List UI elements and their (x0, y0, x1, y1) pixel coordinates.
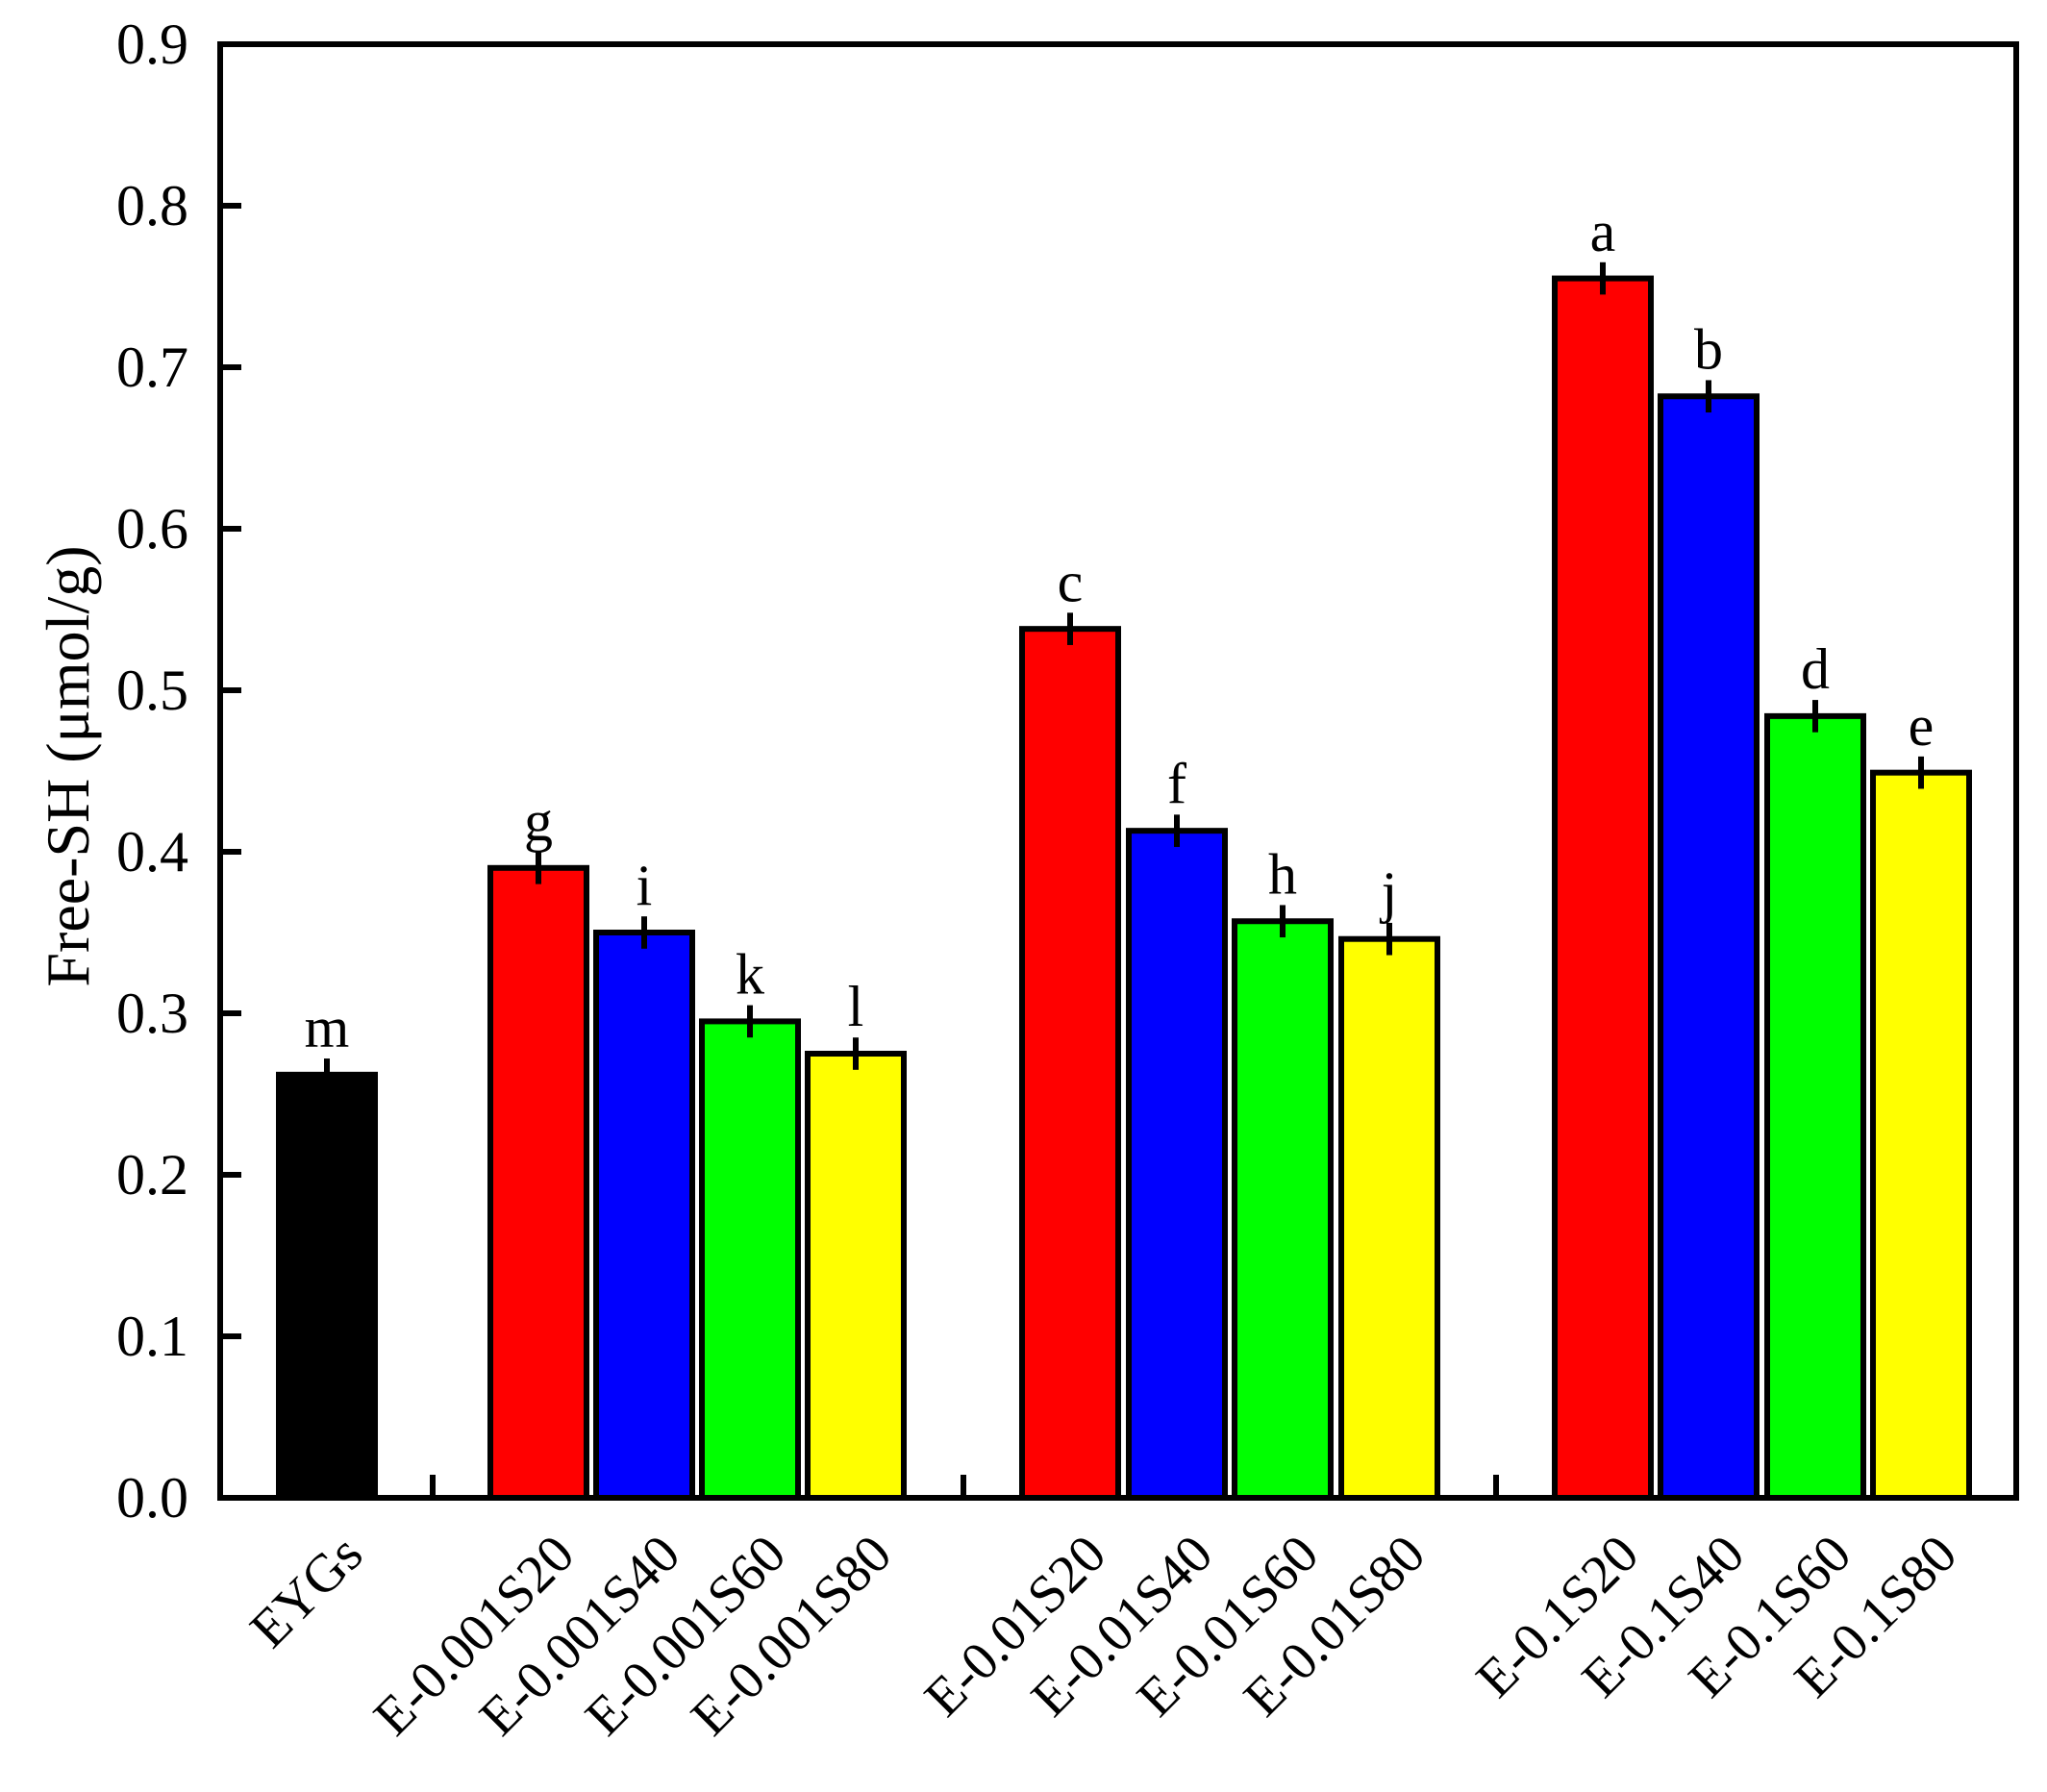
plot-frame (217, 41, 2019, 1501)
bar-E-0.001S40 (593, 930, 695, 1501)
significance-letter-E-0.001S40: i (637, 854, 653, 917)
significance-letter-E-0.01S80: j (1380, 860, 1398, 924)
significance-letter-E-0.1S40: b (1694, 317, 1723, 381)
bar-E-0.1S80 (1870, 769, 1972, 1501)
bar-E-0.1S40 (1658, 393, 1760, 1501)
bar-E-0.01S20 (1019, 626, 1121, 1501)
y-tick-label-0.9: 0.9 (116, 12, 188, 76)
y-tick-label-0.3: 0.3 (116, 982, 188, 1045)
significance-letter-E-0.01S60: h (1268, 842, 1297, 906)
significance-letter-E-0.01S20: c (1058, 550, 1084, 613)
significance-letter-E-0.001S80: l (848, 975, 864, 1038)
y-axis-label: Free-SH (μmol/g) (34, 545, 102, 986)
bar-E-0.01S80 (1338, 935, 1440, 1501)
y-tick-label-0.0: 0.0 (116, 1466, 188, 1530)
y-tick-label-0.1: 0.1 (116, 1305, 188, 1368)
bar-E-0.01S60 (1232, 918, 1334, 1501)
bar-E-0.001S80 (805, 1051, 907, 1501)
bar-E-0.001S20 (487, 864, 589, 1501)
bar-EYGs (276, 1071, 378, 1501)
significance-letter-E-0.1S20: a (1590, 200, 1616, 263)
bar-E-0.1S60 (1764, 712, 1866, 1501)
y-tick-label-0.5: 0.5 (116, 659, 188, 722)
y-tick-label-0.7: 0.7 (116, 336, 188, 399)
bar-E-0.1S20 (1552, 275, 1654, 1502)
y-tick-label-0.2: 0.2 (116, 1143, 188, 1207)
bars-layer (276, 275, 1972, 1502)
plot-frame-layer (217, 41, 2019, 1501)
y-tick-label-0.6: 0.6 (116, 497, 188, 560)
significance-letter-E-0.01S40: f (1167, 752, 1186, 815)
category-label-EYGs: EYGs (239, 1524, 375, 1659)
significance-letter-E-0.001S60: k (736, 943, 764, 1007)
y-tick-label-0.8: 0.8 (116, 174, 188, 237)
axis-layer (220, 203, 1499, 1498)
bar-E-0.001S60 (699, 1018, 801, 1502)
y-tick-label-0.4: 0.4 (116, 820, 188, 884)
significance-letter-E-0.1S80: e (1909, 694, 1935, 758)
significance-letter-E-0.001S20: g (524, 789, 553, 853)
error-bars-layer (324, 261, 1924, 1091)
bar-E-0.01S40 (1126, 828, 1228, 1501)
significance-letter-E-0.1S60: d (1801, 637, 1830, 701)
significance-letter-EYGs: m (305, 996, 350, 1059)
